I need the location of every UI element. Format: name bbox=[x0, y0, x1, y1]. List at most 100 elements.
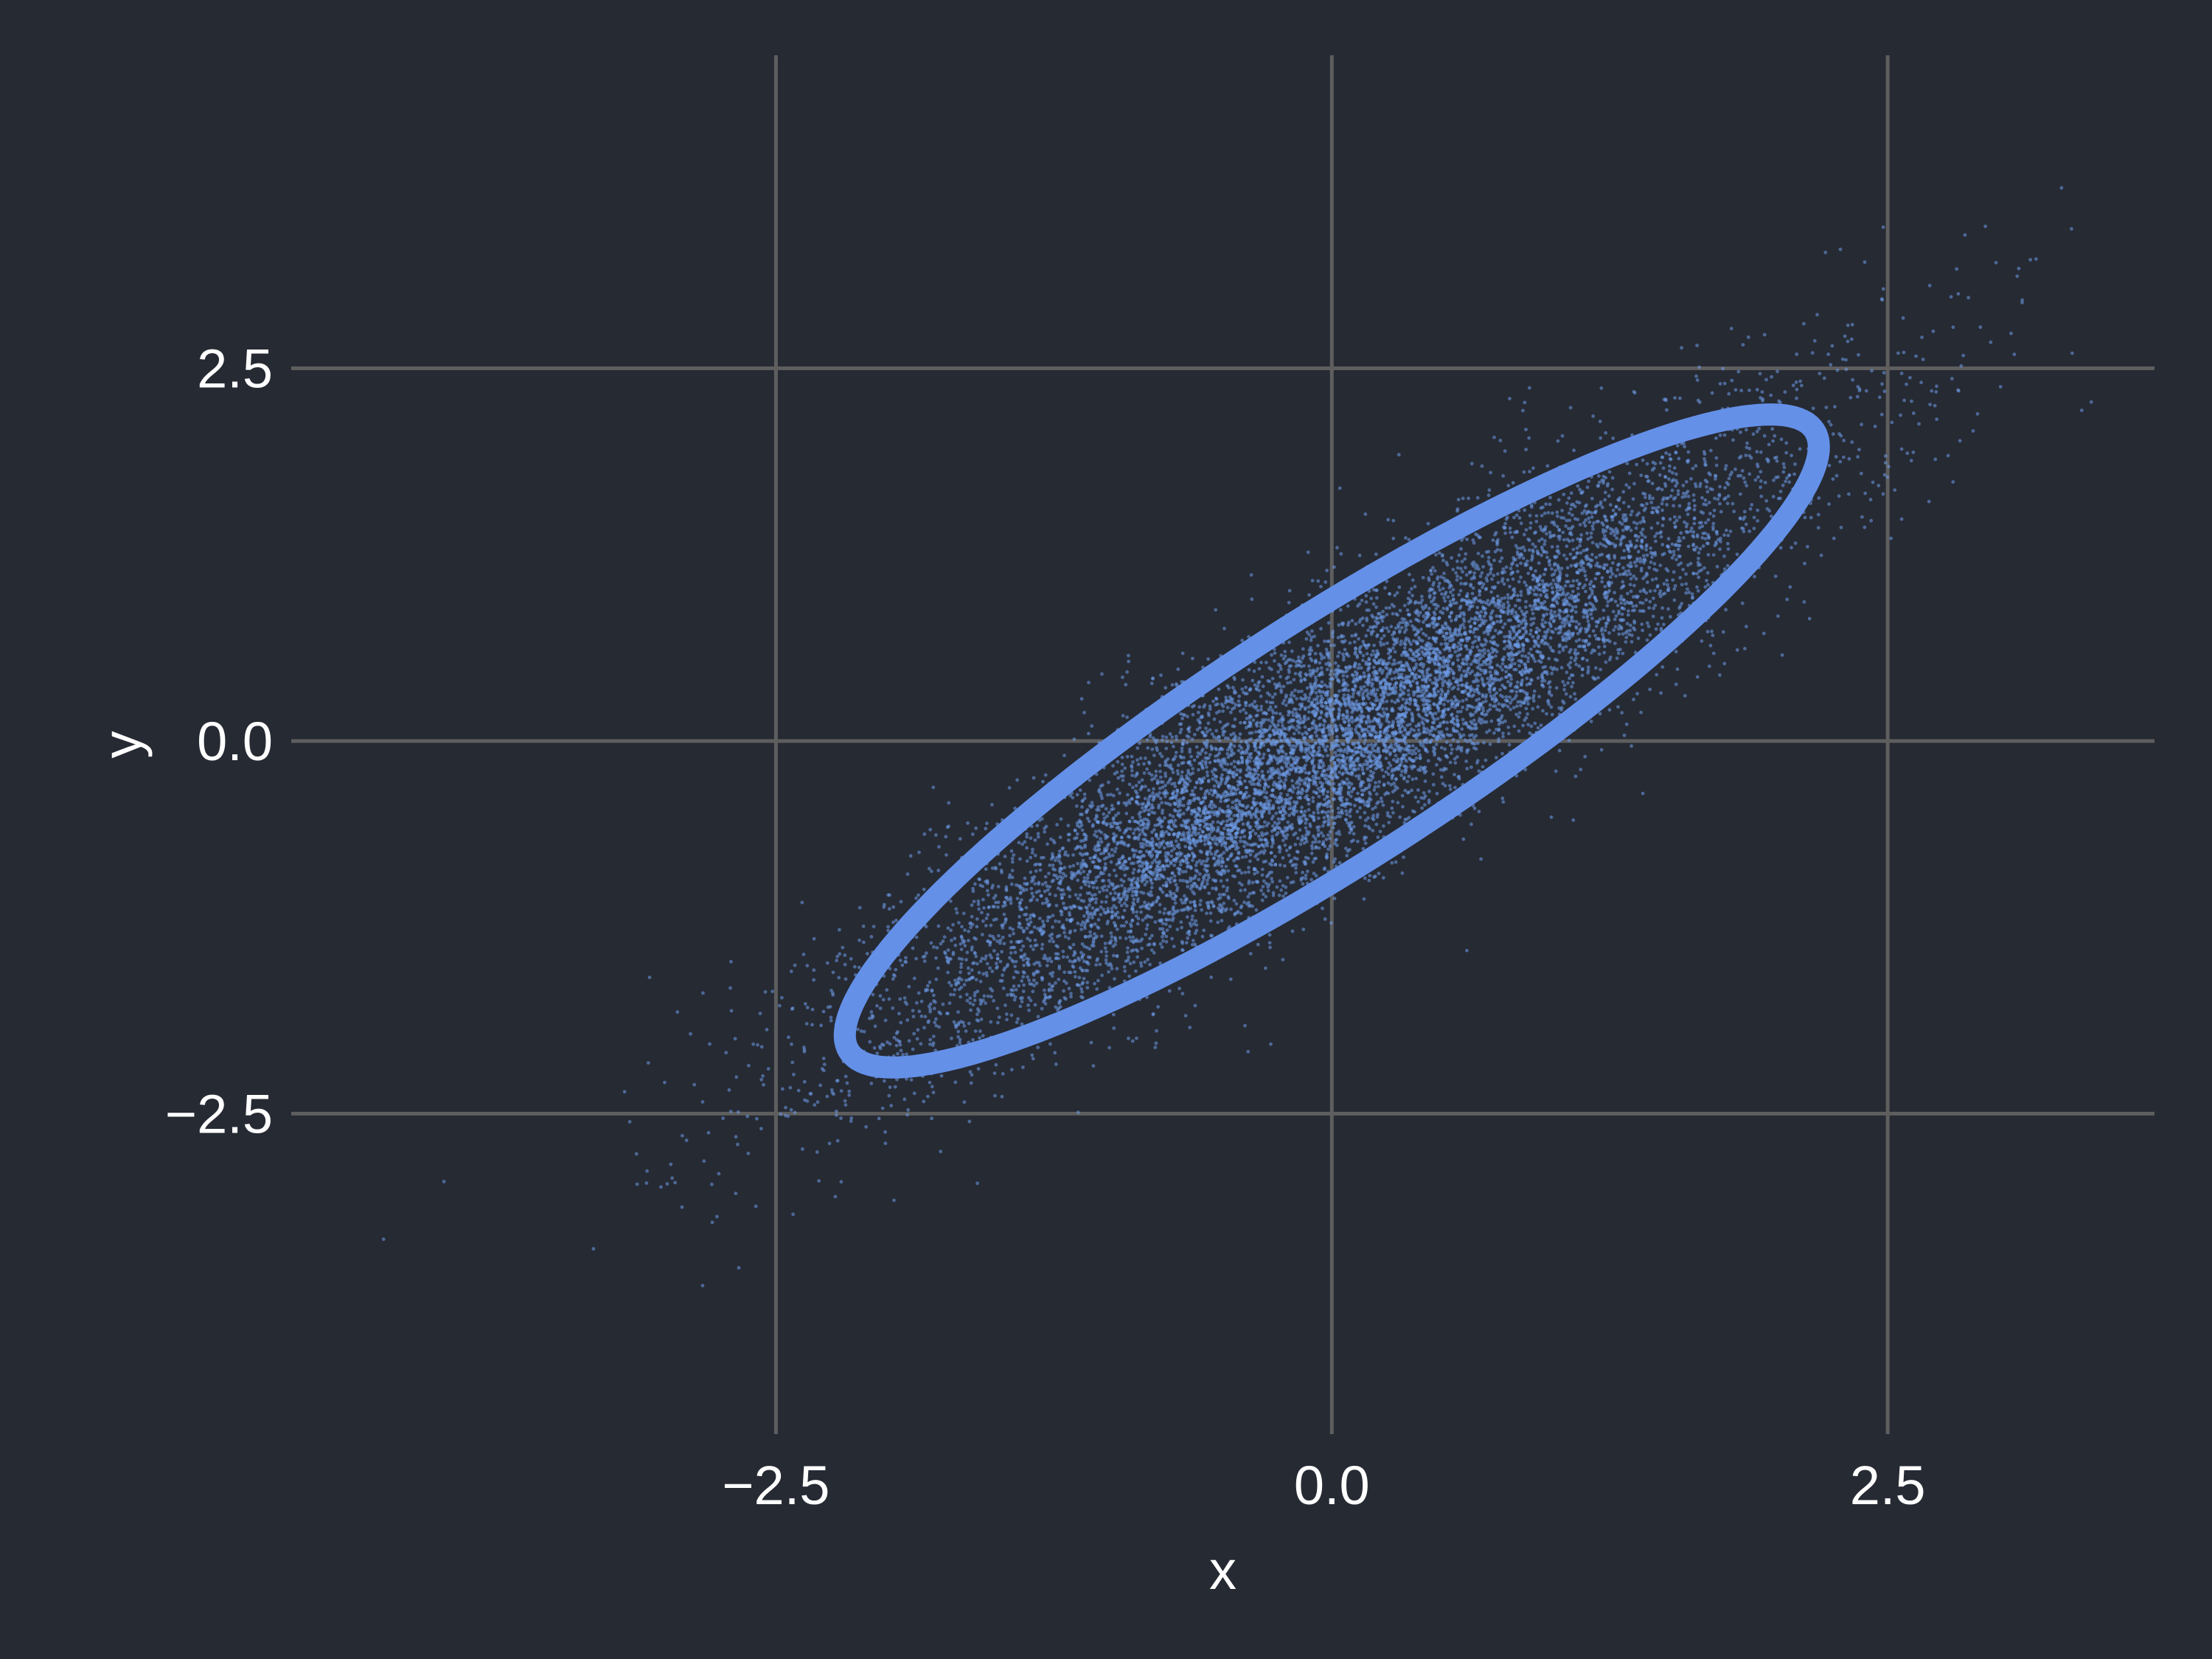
scatter-point bbox=[1281, 838, 1285, 843]
scatter-point bbox=[1584, 602, 1588, 607]
scatter-point bbox=[1232, 813, 1237, 818]
scatter-point bbox=[1259, 695, 1263, 698]
scatter-point bbox=[1312, 834, 1315, 838]
scatter-point bbox=[1109, 939, 1113, 943]
scatter-point bbox=[1358, 815, 1363, 819]
scatter-point bbox=[1374, 698, 1377, 703]
scatter-point bbox=[994, 894, 998, 897]
scatter-point bbox=[1104, 958, 1108, 962]
scatter-point bbox=[1722, 433, 1727, 437]
scatter-point bbox=[1555, 589, 1559, 594]
scatter-point bbox=[1723, 467, 1728, 471]
scatter-point bbox=[1115, 826, 1119, 830]
scatter-point bbox=[1634, 533, 1638, 538]
scatter-point bbox=[1328, 844, 1332, 848]
scatter-point bbox=[1325, 685, 1329, 689]
scatter-point bbox=[805, 964, 810, 967]
scatter-point bbox=[911, 1047, 915, 1051]
scatter-point bbox=[1405, 790, 1410, 795]
scatter-point bbox=[1422, 730, 1426, 734]
scatter-point bbox=[998, 941, 1002, 945]
scatter-point bbox=[1513, 625, 1517, 629]
scatter-point bbox=[1142, 817, 1147, 821]
scatter-point bbox=[1632, 481, 1636, 486]
scatter-point bbox=[645, 1169, 649, 1173]
scatter-point bbox=[1316, 810, 1321, 815]
scatter-point bbox=[1778, 490, 1783, 493]
scatter-point bbox=[1545, 612, 1549, 616]
scatter-point bbox=[887, 1093, 891, 1098]
scatter-point bbox=[887, 997, 891, 1001]
scatter-point bbox=[1110, 853, 1115, 858]
scatter-point bbox=[1326, 768, 1330, 771]
scatter-point bbox=[1301, 835, 1304, 838]
scatter-point bbox=[947, 801, 951, 805]
scatter-point bbox=[1573, 599, 1576, 603]
scatter-point bbox=[1610, 572, 1615, 576]
scatter-point bbox=[1018, 901, 1022, 905]
scatter-point bbox=[1312, 705, 1316, 709]
scatter-point bbox=[1408, 591, 1411, 594]
scatter-point bbox=[1265, 790, 1269, 795]
scatter-point bbox=[1362, 897, 1366, 901]
scatter-point bbox=[1483, 651, 1486, 655]
scatter-point bbox=[1624, 636, 1629, 639]
scatter-point bbox=[1810, 351, 1815, 355]
scatter-point bbox=[1262, 892, 1265, 897]
scatter-point bbox=[1437, 551, 1441, 555]
scatter-point bbox=[1565, 580, 1568, 584]
scatter-point bbox=[1122, 924, 1126, 928]
scatter-point bbox=[1386, 651, 1391, 655]
scatter-point bbox=[1195, 860, 1199, 865]
scatter-point bbox=[1293, 843, 1298, 846]
scatter-point bbox=[2070, 227, 2073, 231]
scatter-point bbox=[1335, 546, 1339, 550]
scatter-point bbox=[951, 922, 955, 927]
scatter-point bbox=[985, 973, 989, 978]
scatter-point bbox=[1338, 608, 1343, 612]
scatter-point bbox=[1292, 694, 1296, 698]
scatter-point bbox=[894, 967, 898, 972]
scatter-point bbox=[931, 785, 936, 790]
scatter-point bbox=[1386, 518, 1390, 522]
scatter-point bbox=[1125, 715, 1129, 720]
scatter-point bbox=[1032, 978, 1036, 982]
scatter-point bbox=[1043, 773, 1048, 777]
scatter-point bbox=[1418, 753, 1422, 757]
scatter-point bbox=[929, 869, 933, 874]
scatter-point bbox=[1316, 579, 1321, 583]
scatter-point bbox=[1827, 420, 1832, 424]
scatter-point bbox=[1127, 659, 1130, 664]
scatter-point bbox=[984, 827, 988, 831]
scatter-point bbox=[1239, 839, 1242, 844]
scatter-point bbox=[1269, 1042, 1273, 1046]
scatter-point bbox=[1495, 619, 1499, 624]
scatter-point bbox=[1411, 748, 1416, 753]
scatter-point bbox=[1488, 707, 1492, 712]
scatter-point bbox=[1069, 992, 1073, 995]
scatter-point bbox=[1214, 775, 1219, 779]
scatter-point bbox=[1703, 566, 1706, 570]
scatter-point bbox=[1422, 803, 1427, 807]
scatter-point bbox=[1678, 396, 1682, 400]
scatter-point bbox=[1475, 645, 1479, 649]
scatter-point bbox=[1232, 858, 1236, 863]
scatter-point bbox=[1143, 883, 1147, 887]
scatter-point bbox=[1392, 670, 1397, 675]
scatter-point bbox=[1384, 770, 1388, 774]
scatter-point bbox=[1130, 754, 1134, 759]
scatter-point bbox=[1009, 882, 1014, 886]
scatter-point bbox=[1638, 589, 1643, 594]
scatter-point bbox=[1308, 824, 1312, 829]
scatter-point bbox=[1126, 793, 1130, 797]
scatter-point bbox=[1319, 711, 1324, 715]
scatter-point bbox=[1537, 561, 1541, 566]
scatter-point bbox=[1239, 835, 1242, 840]
scatter-point bbox=[1057, 956, 1061, 961]
scatter-point bbox=[1158, 877, 1161, 881]
scatter-point bbox=[1607, 470, 1612, 474]
scatter-point bbox=[1004, 903, 1007, 907]
scatter-point bbox=[1317, 745, 1321, 750]
scatter-point bbox=[1063, 935, 1068, 939]
scatter-point bbox=[1375, 688, 1380, 692]
